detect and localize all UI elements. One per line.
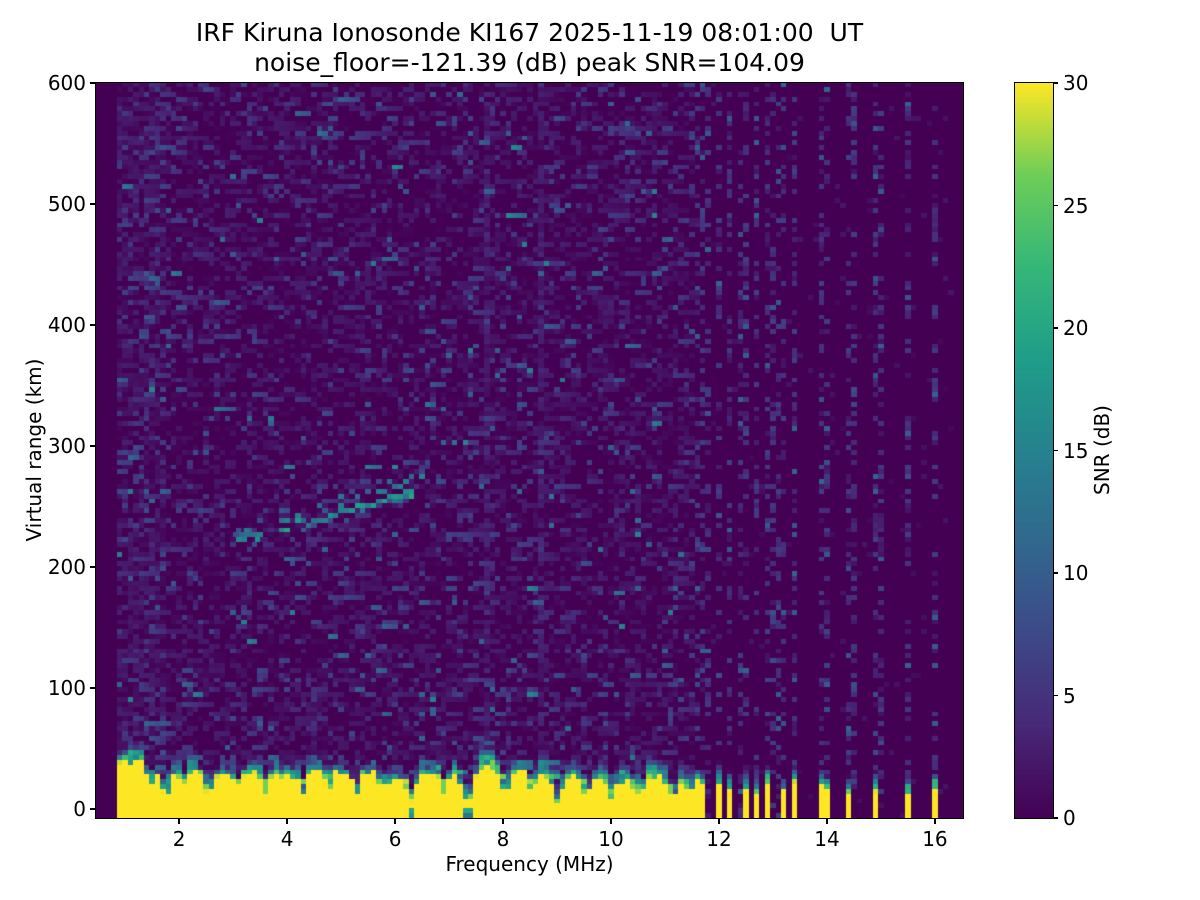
colorbar-tick-label: 20 [1063,316,1089,340]
x-tick-label: 10 [598,827,624,851]
colorbar-tick [1053,449,1058,452]
x-tick-label: 8 [496,827,510,851]
y-tick-label: 400 [47,313,86,337]
colorbar-tick-label: 30 [1063,71,1089,95]
x-tick-label: 16 [922,827,948,851]
y-tick [90,203,95,205]
x-tick [718,819,720,824]
colorbar-tick [1053,572,1058,574]
chart-title-line1: IRF Kiruna Ionosonde KI167 2025-11-19 08… [195,18,864,47]
y-tick [90,324,95,326]
y-axis-label: Virtual range (km) [22,358,46,542]
x-tick [178,819,180,824]
y-tick-label: 0 [73,797,86,822]
colorbar-tick-label: 10 [1063,561,1089,585]
y-tick-label: 100 [47,676,86,701]
ionogram-heatmap [96,83,963,818]
colorbar-tick-label: 5 [1063,683,1076,708]
y-tick-label: 300 [47,434,86,459]
y-tick-label: 200 [47,555,86,580]
x-tick [826,819,828,824]
colorbar-tick [1053,82,1058,84]
y-tick [90,808,95,810]
colorbar-gradient [1015,83,1053,818]
colorbar-label: SNR (dB) [1090,405,1114,495]
x-tick-label: 14 [814,827,840,851]
y-tick [90,687,95,689]
colorbar-tick-label: 25 [1063,193,1089,218]
y-tick [90,566,95,568]
x-tick [286,819,288,824]
y-tick-label: 600 [47,71,86,95]
colorbar-tick [1053,327,1058,329]
colorbar-tick-label: 0 [1063,806,1076,830]
x-tick-label: 6 [388,827,402,851]
x-tick [934,819,936,824]
x-tick-label: 12 [706,827,732,851]
colorbar-tick [1053,694,1058,697]
x-tick [394,819,396,824]
y-tick-label: 500 [47,192,86,216]
colorbar-tick [1053,817,1058,819]
chart-title: IRF Kiruna Ionosonde KI167 2025-11-19 08… [96,18,963,78]
x-tick-label: 4 [280,827,294,851]
colorbar-tick-label: 15 [1063,438,1089,463]
x-tick [502,819,504,824]
y-tick [90,445,95,447]
y-tick [90,82,95,84]
x-tick-label: 2 [172,827,186,851]
x-tick [610,819,612,824]
colorbar-tick [1053,204,1058,207]
x-axis-label: Frequency (MHz) [445,852,614,876]
chart-title-line2: noise_floor=-121.39 (dB) peak SNR=104.09 [254,48,805,77]
